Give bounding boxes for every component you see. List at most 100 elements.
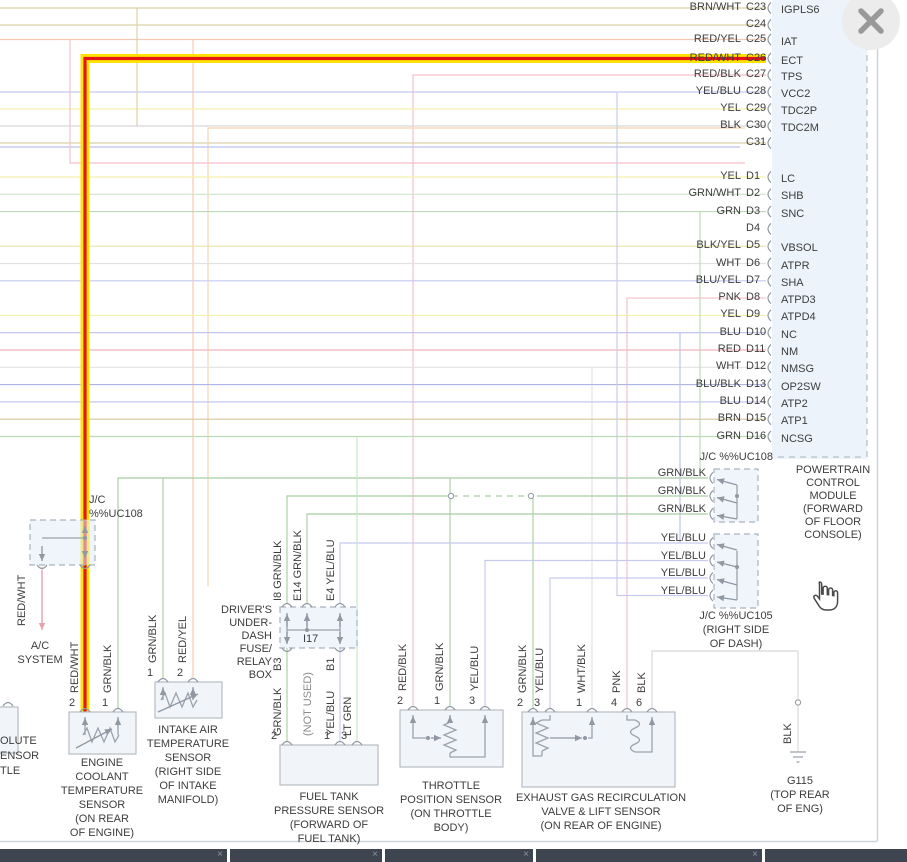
- wire-layer[interactable]: [0, 7, 799, 752]
- flow-arrow: [157, 693, 199, 713]
- pin-arc-icon: [281, 602, 293, 608]
- pin-arc-icon: [767, 240, 772, 253]
- footer-tab-4[interactable]: ×: [536, 849, 762, 862]
- wire: [412, 74, 766, 706]
- pin-arc-icon: [767, 361, 772, 374]
- wire: [484, 559, 708, 706]
- wire: [651, 650, 799, 708]
- pin-arc-icon: [767, 309, 772, 322]
- pin-arc-icon: [709, 554, 714, 567]
- tab-close-icon[interactable]: ×: [523, 849, 529, 860]
- pin-arc-icon: [157, 677, 169, 683]
- tab-close-icon[interactable]: ×: [217, 849, 223, 860]
- partial-sensor-box: [0, 706, 19, 754]
- footer-tab-5[interactable]: [765, 849, 907, 862]
- pin-arc-icon: [36, 564, 48, 570]
- pin-arc-icon: [767, 378, 772, 391]
- pin-arc-icon: [79, 564, 91, 570]
- pin-arc-icon: [767, 137, 772, 149]
- pin-arc-icon: [767, 120, 772, 132]
- close-icon: [858, 8, 884, 34]
- arrow-head-icon: [190, 693, 198, 700]
- arrow-head-icon: [81, 718, 89, 725]
- wire: [306, 513, 708, 603]
- pin-arc-icon: [767, 274, 772, 287]
- page-frame: [0, 0, 879, 843]
- arrow-head-icon: [648, 718, 656, 725]
- highlighted-wire-outline: [80, 54, 766, 712]
- arrow-head-icon: [336, 637, 344, 644]
- wire: [207, 127, 745, 586]
- pin-arc-icon: [767, 188, 772, 201]
- pin-arc-icon: [709, 490, 714, 502]
- ect-sensor-box: [68, 711, 137, 755]
- pin-arc-icon: [767, 52, 772, 65]
- close-button[interactable]: [842, 0, 900, 50]
- wire: [286, 495, 451, 603]
- pin-arc-icon: [351, 740, 363, 746]
- pin-arc-icon: [767, 86, 772, 98]
- pin-arc-icon: [709, 589, 714, 602]
- wire: [616, 92, 708, 597]
- inline-connector-icon: [527, 492, 535, 500]
- pin-arc-icon: [621, 707, 633, 713]
- arrow-head-icon: [717, 543, 725, 550]
- footer-tab-3[interactable]: ×: [385, 849, 533, 862]
- arrow-head-icon: [336, 614, 344, 621]
- pin-arc-icon: [334, 740, 346, 746]
- pin-arc-icon: [767, 171, 772, 183]
- pin-arc-icon: [767, 19, 772, 31]
- pin-arc-icon: [767, 103, 772, 115]
- pin-arc-icon: [767, 2, 772, 14]
- arrow-head-icon: [717, 560, 725, 567]
- footer-tab-2[interactable]: ×: [230, 849, 382, 862]
- junction-dot: [305, 628, 309, 632]
- footer-tab-1[interactable]: ×: [0, 849, 227, 862]
- pin-arc-icon: [112, 707, 124, 713]
- pin-arc-icon: [709, 572, 714, 584]
- pin-arc-icon: [187, 677, 199, 683]
- pin-arc-icon: [709, 537, 714, 549]
- connector-tint-layer: [772, 0, 867, 459]
- arrow-head-icon: [38, 554, 46, 561]
- arrow-head-icon: [529, 718, 537, 725]
- arrow-head-icon: [283, 614, 291, 621]
- arrow-head-icon: [575, 734, 582, 742]
- arrow-head-icon: [189, 688, 197, 695]
- wire: [626, 297, 766, 708]
- pcm-connector-tint: [772, 0, 867, 459]
- pin-arc-icon: [767, 326, 772, 339]
- ftp-sensor-box: [279, 744, 379, 786]
- pin-arc-icon: [767, 257, 772, 270]
- wire: [549, 577, 708, 708]
- junction-dot: [583, 736, 587, 740]
- arrow-head-icon: [717, 496, 725, 503]
- junction-dot: [735, 494, 739, 498]
- pin-arc-icon: [79, 707, 91, 713]
- inline-connector-icon: [794, 699, 802, 706]
- pin-arc-icon: [646, 707, 658, 713]
- pin-arc-icon: [767, 205, 772, 218]
- pin-arc-icon: [281, 740, 293, 746]
- pin-arc-icon: [586, 707, 598, 713]
- arrow-head-icon: [38, 623, 46, 630]
- arrow-head-icon: [717, 513, 725, 520]
- pin-arc-icon: [709, 472, 714, 484]
- arrow-head-icon: [717, 594, 725, 602]
- pin-arc-icon: [301, 602, 313, 608]
- arrow-head-icon: [283, 637, 291, 644]
- arrow-head-icon: [588, 718, 596, 725]
- arrow-head-icon: [434, 734, 441, 742]
- wire: [69, 39, 745, 164]
- pin-arc-icon: [407, 705, 419, 711]
- pin-arc-icon: [767, 413, 772, 426]
- pin-arc-icon: [334, 602, 346, 608]
- inline-connector-icon: [447, 492, 455, 500]
- pin-arc-icon: [767, 344, 772, 356]
- tab-close-icon[interactable]: ×: [752, 849, 758, 860]
- fuse-relay-box: [279, 606, 358, 649]
- component-box-layer: [0, 468, 759, 788]
- tab-close-icon[interactable]: ×: [372, 849, 378, 860]
